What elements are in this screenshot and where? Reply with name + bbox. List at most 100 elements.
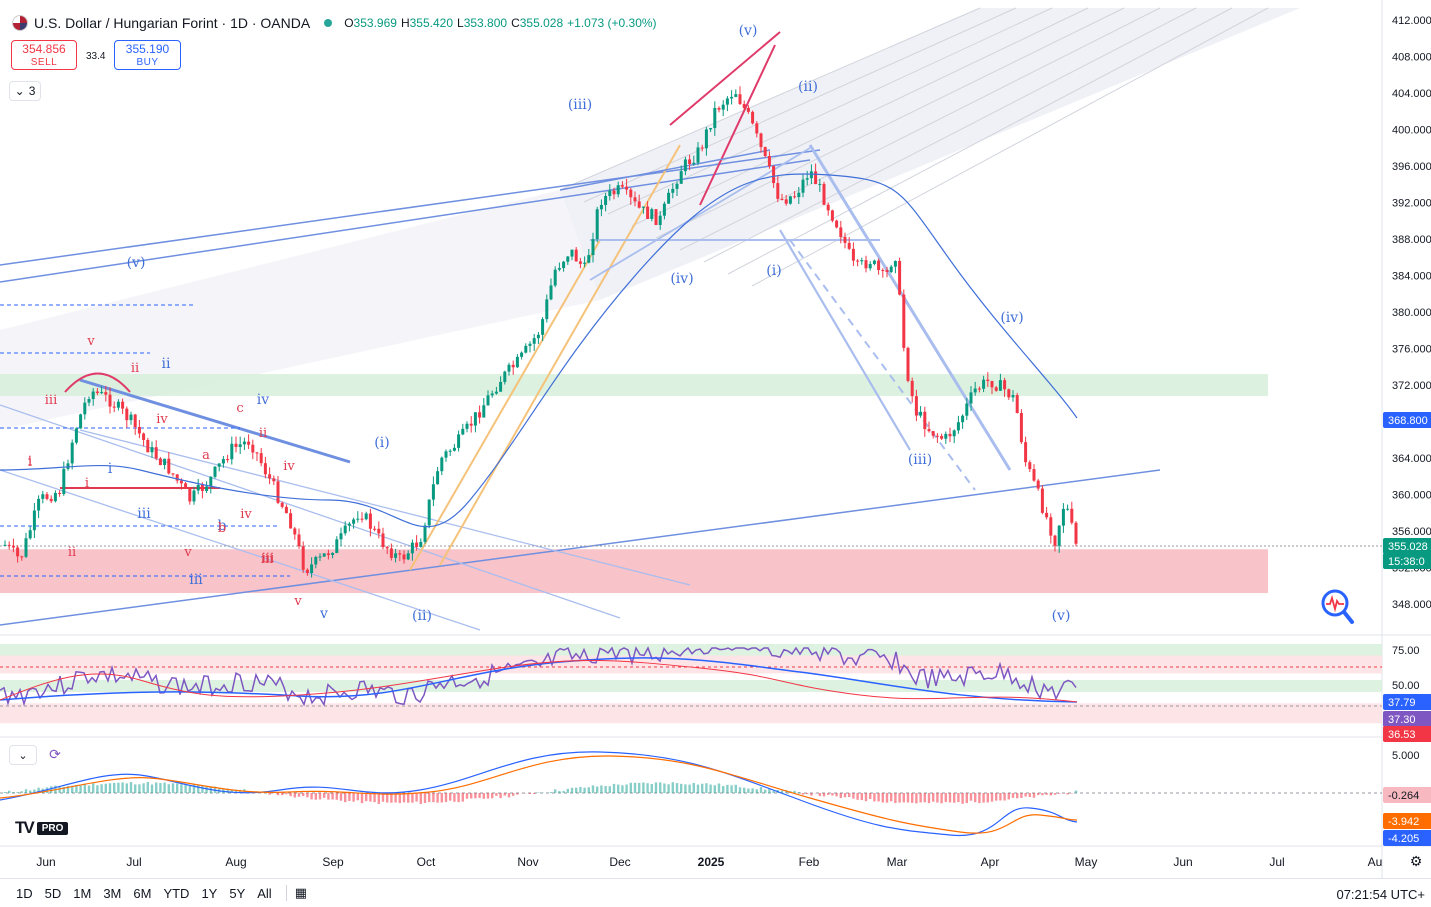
candle: [1045, 513, 1048, 517]
tf-1m[interactable]: 1M: [67, 886, 97, 901]
macd-histogram-bar: [697, 785, 699, 793]
candle: [41, 494, 44, 499]
macd-histogram-bar: [117, 783, 119, 793]
candle: [533, 338, 536, 344]
time-tick: 2025: [698, 855, 725, 869]
candle: [852, 249, 855, 261]
candle: [932, 431, 935, 436]
candle: [1003, 380, 1006, 389]
tf-1y[interactable]: 1Y: [195, 886, 223, 901]
macd-histogram-bar: [407, 793, 409, 803]
tf-all[interactable]: All: [251, 886, 277, 901]
macd-histogram-bar: [663, 783, 665, 793]
candle: [617, 185, 620, 194]
candle: [71, 443, 74, 464]
candle: [1007, 389, 1010, 397]
candle: [503, 372, 506, 382]
candle: [390, 548, 393, 557]
macd-histogram-bar: [995, 793, 997, 801]
time-tick: Sep: [322, 855, 344, 869]
candle: [545, 299, 548, 319]
candle: [100, 392, 103, 393]
macd-histogram-bar: [924, 793, 926, 802]
macd-histogram-bar: [8, 791, 10, 793]
candle: [831, 210, 834, 220]
macd-histogram-bar: [558, 791, 560, 793]
macd-histogram-bar: [126, 783, 128, 793]
macd-histogram-bar: [512, 793, 514, 796]
candle: [587, 255, 590, 263]
candle: [348, 524, 351, 526]
macd-histogram-bar: [672, 782, 674, 793]
price-badge-label: 37.30: [1388, 714, 1416, 726]
candle: [781, 199, 784, 200]
candle: [524, 346, 527, 353]
tf-1d[interactable]: 1D: [10, 886, 39, 901]
wave-label-blue: iii: [189, 572, 203, 588]
candle: [268, 474, 271, 478]
macd-histogram-bar: [898, 793, 900, 803]
macd-histogram-bar: [96, 785, 98, 793]
tradingview-logo[interactable]: TV PRO: [15, 818, 68, 838]
macd-histogram-bar: [831, 793, 833, 796]
macd-histogram-bar: [306, 793, 308, 797]
symbol-title[interactable]: U.S. Dollar / Hungarian Forint · 1D · OA…: [34, 15, 310, 31]
tf-ytd[interactable]: YTD: [157, 886, 195, 901]
wave-label-blue: iv: [257, 392, 269, 408]
candle: [12, 546, 15, 548]
time-tick: Jun: [36, 855, 55, 869]
macd-histogram-bar: [882, 793, 884, 802]
indicators-collapse-button[interactable]: ⌄ 3: [9, 81, 41, 101]
magnifier-icon[interactable]: [1318, 588, 1356, 628]
macd-pane[interactable]: 5.000: [0, 750, 1420, 835]
wave-label-blue: iii: [137, 506, 151, 522]
pane-collapse-button[interactable]: ⌄: [9, 745, 37, 765]
macd-histogram-bar: [478, 793, 480, 798]
candle: [671, 189, 674, 193]
clock[interactable]: 07:21:54 UTC+: [1336, 887, 1425, 902]
macd-histogram-bar: [12, 792, 14, 793]
macd-histogram-bar: [1066, 793, 1068, 794]
candle: [776, 183, 779, 199]
candle: [697, 147, 700, 162]
macd-histogram-bar: [1003, 793, 1005, 800]
rsi-tick: 75.00: [1392, 645, 1420, 657]
candle: [692, 163, 695, 164]
tf-5d[interactable]: 5D: [39, 886, 68, 901]
calendar-icon[interactable]: ▦: [295, 885, 307, 901]
wave-label-red: iv: [283, 459, 295, 474]
macd-histogram-bar: [134, 784, 136, 793]
candle: [550, 285, 553, 299]
refresh-button[interactable]: ⟳: [42, 745, 68, 763]
macd-histogram-bar: [894, 793, 896, 803]
sell-button[interactable]: 354.856 SELL: [11, 40, 77, 70]
gear-icon[interactable]: ⚙: [1407, 853, 1425, 871]
candle: [676, 184, 679, 189]
candle: [751, 112, 754, 123]
macd-histogram-bar: [508, 793, 510, 797]
candle: [705, 129, 708, 148]
candle: [180, 481, 183, 484]
time-tick: Aug: [225, 855, 246, 869]
candle: [873, 261, 876, 264]
candle: [944, 434, 947, 439]
macd-histogram-bar: [168, 784, 170, 793]
price-axis[interactable]: 412.000408.000404.000400.000396.000392.0…: [1392, 15, 1431, 611]
macd-histogram-bar: [701, 784, 703, 793]
candle: [319, 557, 322, 558]
macd-histogram-bar: [504, 793, 506, 796]
candle: [361, 519, 364, 520]
tf-5y[interactable]: 5Y: [223, 886, 251, 901]
tf-3m[interactable]: 3M: [97, 886, 127, 901]
macd-histogram-bar: [424, 793, 426, 803]
tf-6m[interactable]: 6M: [127, 886, 157, 901]
buy-button[interactable]: 355.190 BUY: [114, 40, 181, 70]
candle: [289, 513, 292, 528]
macd-histogram-bar: [659, 782, 661, 793]
candle: [940, 436, 943, 439]
candle: [1070, 509, 1073, 523]
wave-label-blue: (iii): [908, 452, 932, 468]
